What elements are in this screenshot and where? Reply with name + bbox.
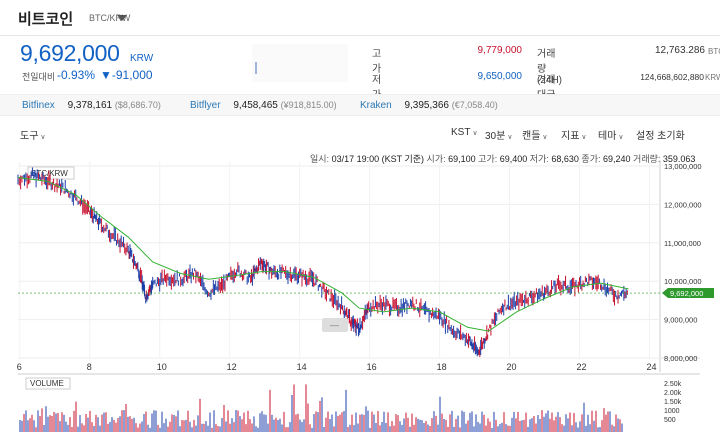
high-label: 고가: — [478, 154, 498, 164]
volume-label: 거래량: — [633, 154, 661, 164]
current-price-tag — [662, 288, 714, 299]
x-tick-label: 24 — [647, 362, 657, 372]
close-value: 69,240 — [603, 154, 631, 164]
time-label: 일시: — [310, 154, 330, 164]
exchange-price: 9,378,161 — [67, 100, 113, 111]
candle-label: 캔들 — [522, 131, 541, 142]
high-label: 고가 — [372, 49, 382, 75]
time-value: 03/17 19:00 (KST 기준) — [331, 154, 425, 164]
ohlc-info: 일시: 03/17 19:00 (KST 기준) 시가: 69,100 고가: … — [310, 152, 695, 165]
chevron-down-icon: ∨ — [581, 134, 587, 141]
x-tick-label: 10 — [157, 362, 167, 372]
exchange-name: Bitfinex — [22, 100, 55, 111]
interval-label: 30분 — [485, 131, 506, 142]
exchange-name: Bitflyer — [190, 100, 221, 111]
tools-menu[interactable]: 도구 ∨ — [20, 127, 46, 142]
indicator-label: 지표 — [561, 131, 580, 142]
volume-value: 12,763.286 — [654, 45, 705, 56]
chevron-down-icon: ∨ — [542, 134, 548, 141]
mini-price-chart — [252, 44, 348, 82]
timezone-label: KST — [451, 127, 471, 138]
exchange-diff: (€7,058.40) — [451, 100, 498, 110]
amount-value: 124,668,602,880 — [640, 72, 704, 82]
volume-tick-label: 500 — [664, 417, 676, 424]
x-tick-label: 22 — [577, 362, 587, 372]
x-tick-label: 12 — [227, 362, 237, 372]
open-value: 69,100 — [448, 154, 476, 164]
volume-tick-label: 1000 — [664, 408, 680, 415]
coin-select-caret-icon[interactable] — [117, 15, 127, 21]
exchange-price: 9,395,366 — [404, 100, 449, 111]
mini-chart-svg — [255, 62, 257, 74]
close-label: 종가: — [581, 154, 601, 164]
volume-unit: BTC — [708, 47, 720, 56]
chevron-down-icon: ∨ — [618, 134, 624, 141]
y-tick-label: 11,000,000 — [664, 239, 701, 248]
indicator-menu[interactable]: 지표 ∨ — [561, 127, 587, 142]
header: 비트코인 BTC/KRW — [0, 0, 720, 36]
reset-label: 설정 초기화 — [636, 131, 685, 142]
price-unit: KRW — [130, 53, 154, 64]
volume-label-box — [25, 377, 71, 390]
reset-settings-button[interactable]: 설정 초기화 — [636, 127, 685, 142]
volume-value: 359.063 — [662, 154, 696, 164]
x-tick-label: 6 — [17, 362, 22, 372]
high-value: 69,400 — [499, 154, 528, 164]
exchange-bitfinex[interactable]: Bitfinex 9,378,161 ($8,686.70) — [22, 100, 161, 111]
change-label: 전일대비 — [22, 72, 56, 82]
zoom-handle-icon: — — [330, 320, 339, 330]
y-tick-label: 9,000,000 — [664, 316, 697, 325]
change-rate: -0.93% — [57, 68, 96, 82]
volume-label: 거래량(24H) — [537, 49, 563, 86]
low-value: 68,630 — [551, 154, 579, 164]
exchange-name: Kraken — [360, 100, 392, 111]
low-label: 저가: — [529, 154, 549, 164]
volume-label: VOLUME — [30, 379, 64, 388]
volume-tick-label: 2.00k — [664, 390, 682, 397]
current-price: 9,692,000 — [20, 40, 120, 66]
x-tick-label: 16 — [367, 362, 377, 372]
exchange-bar: Bitfinex 9,378,161 ($8,686.70) Bitflyer … — [0, 94, 720, 116]
timezone-menu[interactable]: KST ∨ — [451, 127, 478, 138]
chevron-down-icon: ∨ — [472, 130, 478, 137]
open-label: 시가: — [426, 154, 446, 164]
moving-average-line — [17, 177, 629, 332]
x-tick-label: 20 — [507, 362, 517, 372]
theme-menu[interactable]: 테마 ∨ — [598, 127, 624, 142]
y-tick-label: 12,000,000 — [664, 200, 702, 209]
candle-menu[interactable]: 캔들 ∨ — [522, 127, 548, 142]
exchange-diff: ($8,686.70) — [114, 100, 161, 110]
volume-tick-label: 1.50k — [664, 399, 682, 406]
amount-unit: KRW — [705, 73, 720, 82]
y-tick-label: 13,000,000 — [664, 162, 702, 171]
exchange-bitflyer[interactable]: Bitflyer 9,458,465 (¥918,815.00) — [190, 100, 337, 111]
y-tick-label: 8,000,000 — [664, 354, 697, 363]
chevron-down-icon: ∨ — [40, 134, 46, 141]
change-amount: ▼-91,000 — [100, 68, 153, 82]
exchange-kraken[interactable]: Kraken 9,395,366 (€7,058.40) — [360, 100, 498, 111]
exchange-diff: (¥918,815.00) — [280, 100, 337, 110]
low-value: 9,650,000 — [477, 71, 523, 82]
x-tick-label: 8 — [87, 362, 92, 372]
chart-title: BTC/KRW — [31, 169, 68, 178]
tools-label: 도구 — [20, 131, 39, 142]
current-price-label: 9,692,000 — [670, 289, 703, 298]
theme-label: 테마 — [598, 131, 617, 142]
pair-label: BTC/KRW — [89, 13, 131, 23]
volume-tick-label: 2.50k — [664, 381, 682, 388]
coin-title[interactable]: 비트코인 — [18, 11, 74, 28]
x-tick-label: 18 — [437, 362, 447, 372]
exchange-price: 9,458,465 — [233, 100, 278, 111]
interval-menu[interactable]: 30분 ∨ — [485, 127, 512, 142]
x-tick-label: 14 — [297, 362, 307, 372]
zoom-handle — [322, 318, 348, 332]
y-tick-label: 10,000,000 — [664, 277, 702, 286]
chart-toolbar: 도구 ∨ KST ∨ 30분 ∨ 캔들 ∨ 지표 ∨ 테마 ∨ 설정 초기화 — [0, 124, 720, 144]
chevron-down-icon: ∨ — [507, 134, 513, 141]
high-value: 9,779,000 — [477, 45, 523, 56]
